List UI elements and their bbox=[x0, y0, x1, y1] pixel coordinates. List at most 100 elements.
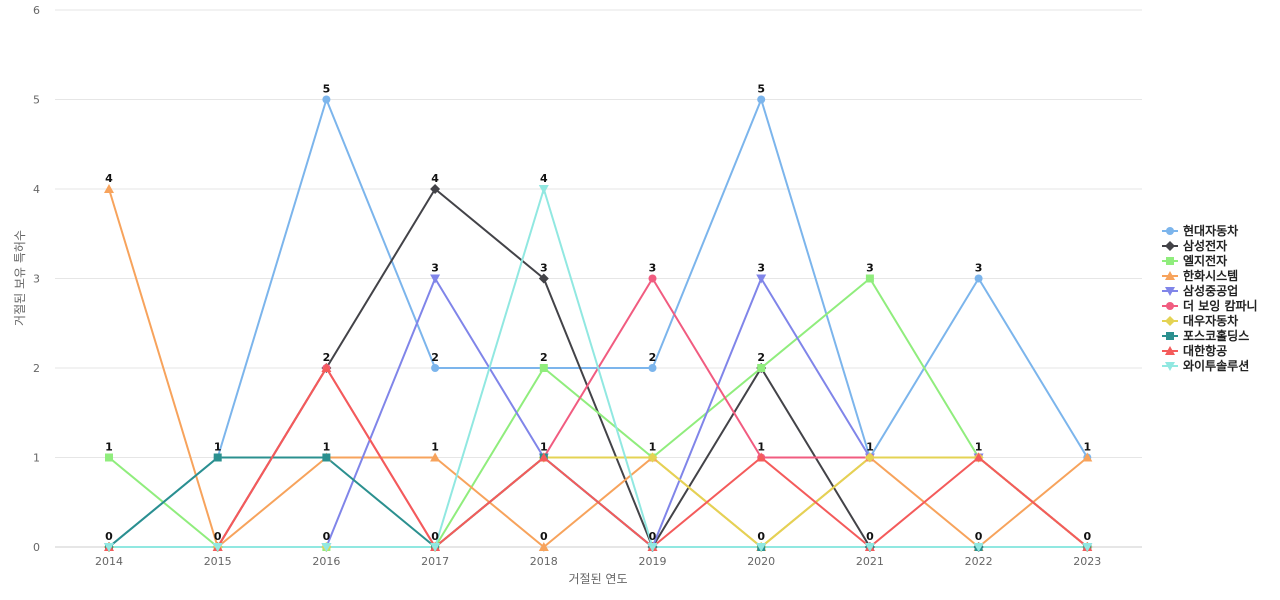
data-point-marker bbox=[864, 543, 875, 552]
data-point-marker bbox=[104, 184, 114, 193]
legend-item[interactable]: 포스코홀딩스 bbox=[1162, 328, 1249, 343]
data-point-marker bbox=[431, 364, 440, 372]
legend-label: 한화시스템 bbox=[1183, 268, 1238, 283]
y-tick-label: 2 bbox=[33, 362, 40, 375]
data-label: 1 bbox=[975, 441, 983, 454]
data-point-marker bbox=[864, 452, 875, 463]
data-point-marker bbox=[647, 452, 658, 463]
data-label: 1 bbox=[757, 441, 765, 454]
data-label: 1 bbox=[323, 441, 331, 454]
legend-marker bbox=[1166, 302, 1174, 310]
legend-label: 현대자동차 bbox=[1183, 223, 1238, 238]
series-line-현대자동차 bbox=[108, 98, 1089, 548]
data-point-marker bbox=[538, 452, 549, 462]
data-point-marker bbox=[104, 543, 114, 552]
data-label: 1 bbox=[214, 441, 222, 454]
data-point-marker bbox=[212, 543, 223, 552]
x-tick-label: 2017 bbox=[421, 555, 449, 568]
data-label: 1 bbox=[649, 441, 657, 454]
data-point-marker bbox=[322, 95, 331, 104]
data-point-marker bbox=[1082, 452, 1093, 462]
x-tick-label: 2015 bbox=[204, 555, 232, 568]
legend-item[interactable]: 한화시스템 bbox=[1162, 268, 1238, 283]
data-label: 3 bbox=[866, 262, 874, 275]
data-label: 0 bbox=[757, 530, 765, 543]
legend-marker bbox=[1166, 332, 1174, 340]
series-line-대한항공 bbox=[109, 367, 1088, 548]
legend-marker bbox=[1165, 241, 1175, 251]
legend-item[interactable]: 대한항공 bbox=[1162, 343, 1227, 358]
series-line-와이투솔루션 bbox=[109, 188, 1088, 548]
x-tick-label: 2023 bbox=[1073, 555, 1101, 568]
legend-item[interactable]: 삼성전자 bbox=[1162, 238, 1227, 253]
legend-marker bbox=[1165, 362, 1175, 371]
data-label: 1 bbox=[866, 441, 874, 454]
y-tick-label: 1 bbox=[33, 452, 40, 465]
data-point-marker bbox=[321, 363, 332, 372]
data-label: 1 bbox=[431, 441, 439, 454]
data-point-marker bbox=[756, 274, 767, 284]
legend-marker bbox=[1166, 227, 1174, 235]
legend-item[interactable]: 와이투솔루션 bbox=[1162, 358, 1249, 373]
data-label: 0 bbox=[323, 530, 331, 543]
legend-item[interactable]: 삼성중공업 bbox=[1162, 283, 1238, 298]
legend-item[interactable]: 엘지전자 bbox=[1162, 253, 1227, 268]
data-point-marker bbox=[430, 452, 441, 462]
data-point-marker bbox=[648, 364, 657, 372]
data-label: 3 bbox=[540, 262, 548, 275]
data-point-marker bbox=[757, 95, 766, 104]
legend-label: 엘지전자 bbox=[1183, 253, 1227, 268]
data-label: 3 bbox=[431, 262, 439, 275]
data-label: 0 bbox=[431, 530, 439, 543]
data-label: 2 bbox=[323, 351, 331, 364]
y-axis-title: 거절된 보유 특허수 bbox=[13, 230, 27, 326]
y-tick-label: 0 bbox=[33, 541, 40, 554]
x-tick-label: 2014 bbox=[95, 555, 123, 568]
data-label: 2 bbox=[431, 351, 439, 364]
data-label: 2 bbox=[540, 351, 548, 364]
legend-label: 더 보잉 캄파니 bbox=[1183, 298, 1258, 313]
data-point-marker bbox=[321, 543, 332, 552]
series-line-엘지전자 bbox=[108, 277, 1088, 548]
data-label: 4 bbox=[105, 172, 113, 185]
legend-label: 삼성중공업 bbox=[1183, 283, 1238, 298]
data-point-marker bbox=[756, 452, 767, 462]
series-lines bbox=[108, 98, 1089, 548]
data-point-marker bbox=[430, 184, 441, 194]
legend-item[interactable]: 대우자동차 bbox=[1162, 313, 1238, 328]
data-point-marker bbox=[865, 274, 874, 283]
data-point-marker bbox=[430, 543, 441, 552]
series-markers bbox=[104, 95, 1093, 552]
legend-label: 대우자동차 bbox=[1183, 313, 1238, 328]
legend-marker bbox=[1165, 287, 1175, 296]
y-tick-label: 5 bbox=[33, 94, 40, 107]
data-label: 4 bbox=[431, 172, 439, 185]
x-tick-label: 2016 bbox=[312, 555, 340, 568]
data-label: 5 bbox=[323, 83, 331, 96]
data-label: 0 bbox=[866, 530, 874, 543]
x-tick-label: 2021 bbox=[856, 555, 884, 568]
x-tick-label: 2019 bbox=[639, 555, 667, 568]
data-label: 0 bbox=[975, 530, 983, 543]
data-label: 0 bbox=[540, 530, 548, 543]
legend-label: 와이투솔루션 bbox=[1183, 358, 1249, 373]
data-point-marker bbox=[974, 274, 983, 283]
y-tick-label: 6 bbox=[33, 4, 40, 17]
data-point-marker bbox=[538, 185, 549, 194]
data-label: 5 bbox=[757, 83, 765, 96]
legend-label: 대한항공 bbox=[1183, 343, 1227, 358]
legend-item[interactable]: 더 보잉 캄파니 bbox=[1162, 298, 1258, 313]
legend-marker bbox=[1165, 316, 1175, 326]
legend-marker bbox=[1165, 346, 1175, 355]
data-point-marker bbox=[538, 542, 549, 551]
x-tick-label: 2018 bbox=[530, 555, 558, 568]
data-label: 0 bbox=[649, 530, 657, 543]
data-label: 3 bbox=[757, 262, 765, 275]
legend-item[interactable]: 현대자동차 bbox=[1162, 223, 1238, 238]
data-point-marker bbox=[213, 453, 222, 462]
x-tick-label: 2020 bbox=[747, 555, 775, 568]
